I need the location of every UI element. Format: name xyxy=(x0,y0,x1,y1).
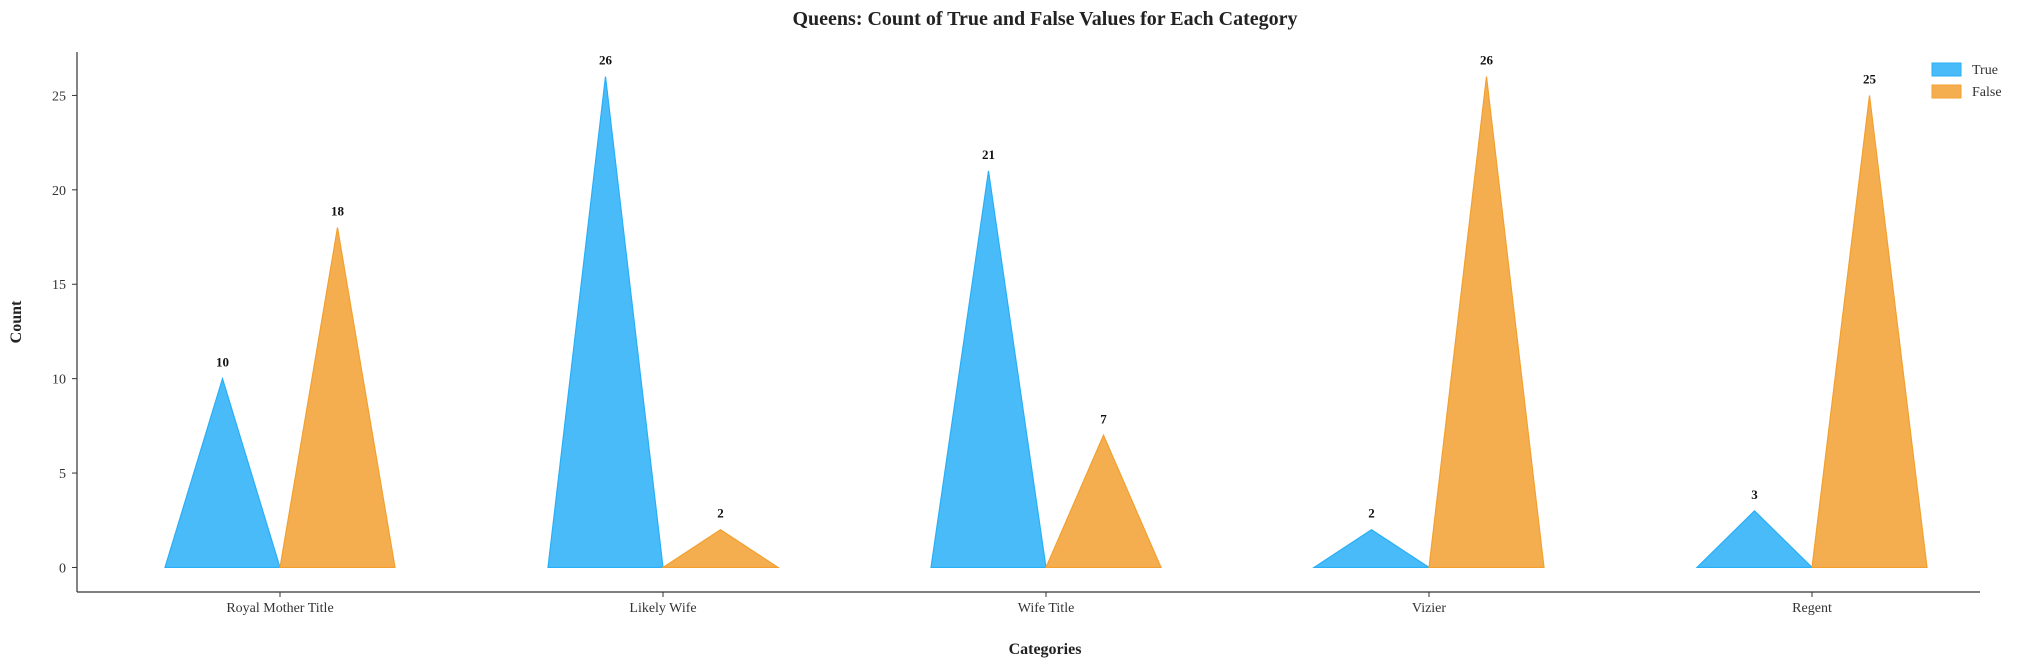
x-tick-label: Wife Title xyxy=(1018,601,1075,616)
x-tick-label: Likely Wife xyxy=(629,601,696,616)
mark-false-3 xyxy=(1428,76,1545,569)
mark-true-2 xyxy=(930,170,1047,569)
y-ticks: 0 5 10 15 20 25 xyxy=(52,89,77,576)
mark-true-1 xyxy=(547,76,664,569)
x-tick-label: Royal Mother Title xyxy=(226,601,333,616)
legend: True False xyxy=(1931,62,2002,100)
mark-true-4 xyxy=(1695,509,1814,569)
data-label-false-3: 26 xyxy=(1480,53,1494,68)
legend-label-false: False xyxy=(1972,85,2002,100)
data-label-false-2: 7 xyxy=(1100,411,1107,426)
mark-false-1 xyxy=(660,528,781,569)
mark-true-3 xyxy=(1311,528,1432,569)
mark-false-4 xyxy=(1811,95,1928,569)
legend-label-true: True xyxy=(1972,63,1998,78)
data-label-true-1: 26 xyxy=(599,53,613,68)
chart-title: Queens: Count of True and False Values f… xyxy=(792,8,1297,30)
legend-swatch-false xyxy=(1931,84,1962,99)
legend-swatch-true xyxy=(1931,62,1962,77)
data-label-true-3: 2 xyxy=(1368,506,1375,521)
data-label-true-4: 3 xyxy=(1751,487,1758,502)
data-label-false-0: 18 xyxy=(331,204,345,219)
data-label-true-0: 10 xyxy=(216,355,229,370)
data-label-true-2: 21 xyxy=(982,147,995,162)
data-labels: 10 18 26 2 21 7 2 26 3 25 xyxy=(216,53,1877,521)
x-tick-label: Vizier xyxy=(1412,601,1446,616)
mark-false-2 xyxy=(1045,433,1162,569)
x-ticks: Royal Mother Title Likely Wife Wife Title V… xyxy=(226,592,1832,616)
mark-true-0 xyxy=(164,376,281,569)
data-label-false-1: 2 xyxy=(717,506,724,521)
chart-marks xyxy=(164,76,1928,569)
chart-axes xyxy=(76,52,1980,593)
y-tick-label: 5 xyxy=(59,467,66,482)
y-axis-title: Count xyxy=(8,300,25,343)
y-tick-label: 10 xyxy=(52,373,66,388)
y-tick-label: 0 xyxy=(59,561,66,576)
y-tick-label: 20 xyxy=(52,184,66,199)
data-label-false-4: 25 xyxy=(1863,71,1877,86)
x-tick-label: Regent xyxy=(1792,601,1832,616)
mark-false-0 xyxy=(279,227,396,569)
y-tick-label: 25 xyxy=(52,89,66,104)
x-axis-title: Categories xyxy=(1009,641,1082,658)
y-tick-label: 15 xyxy=(52,278,66,293)
